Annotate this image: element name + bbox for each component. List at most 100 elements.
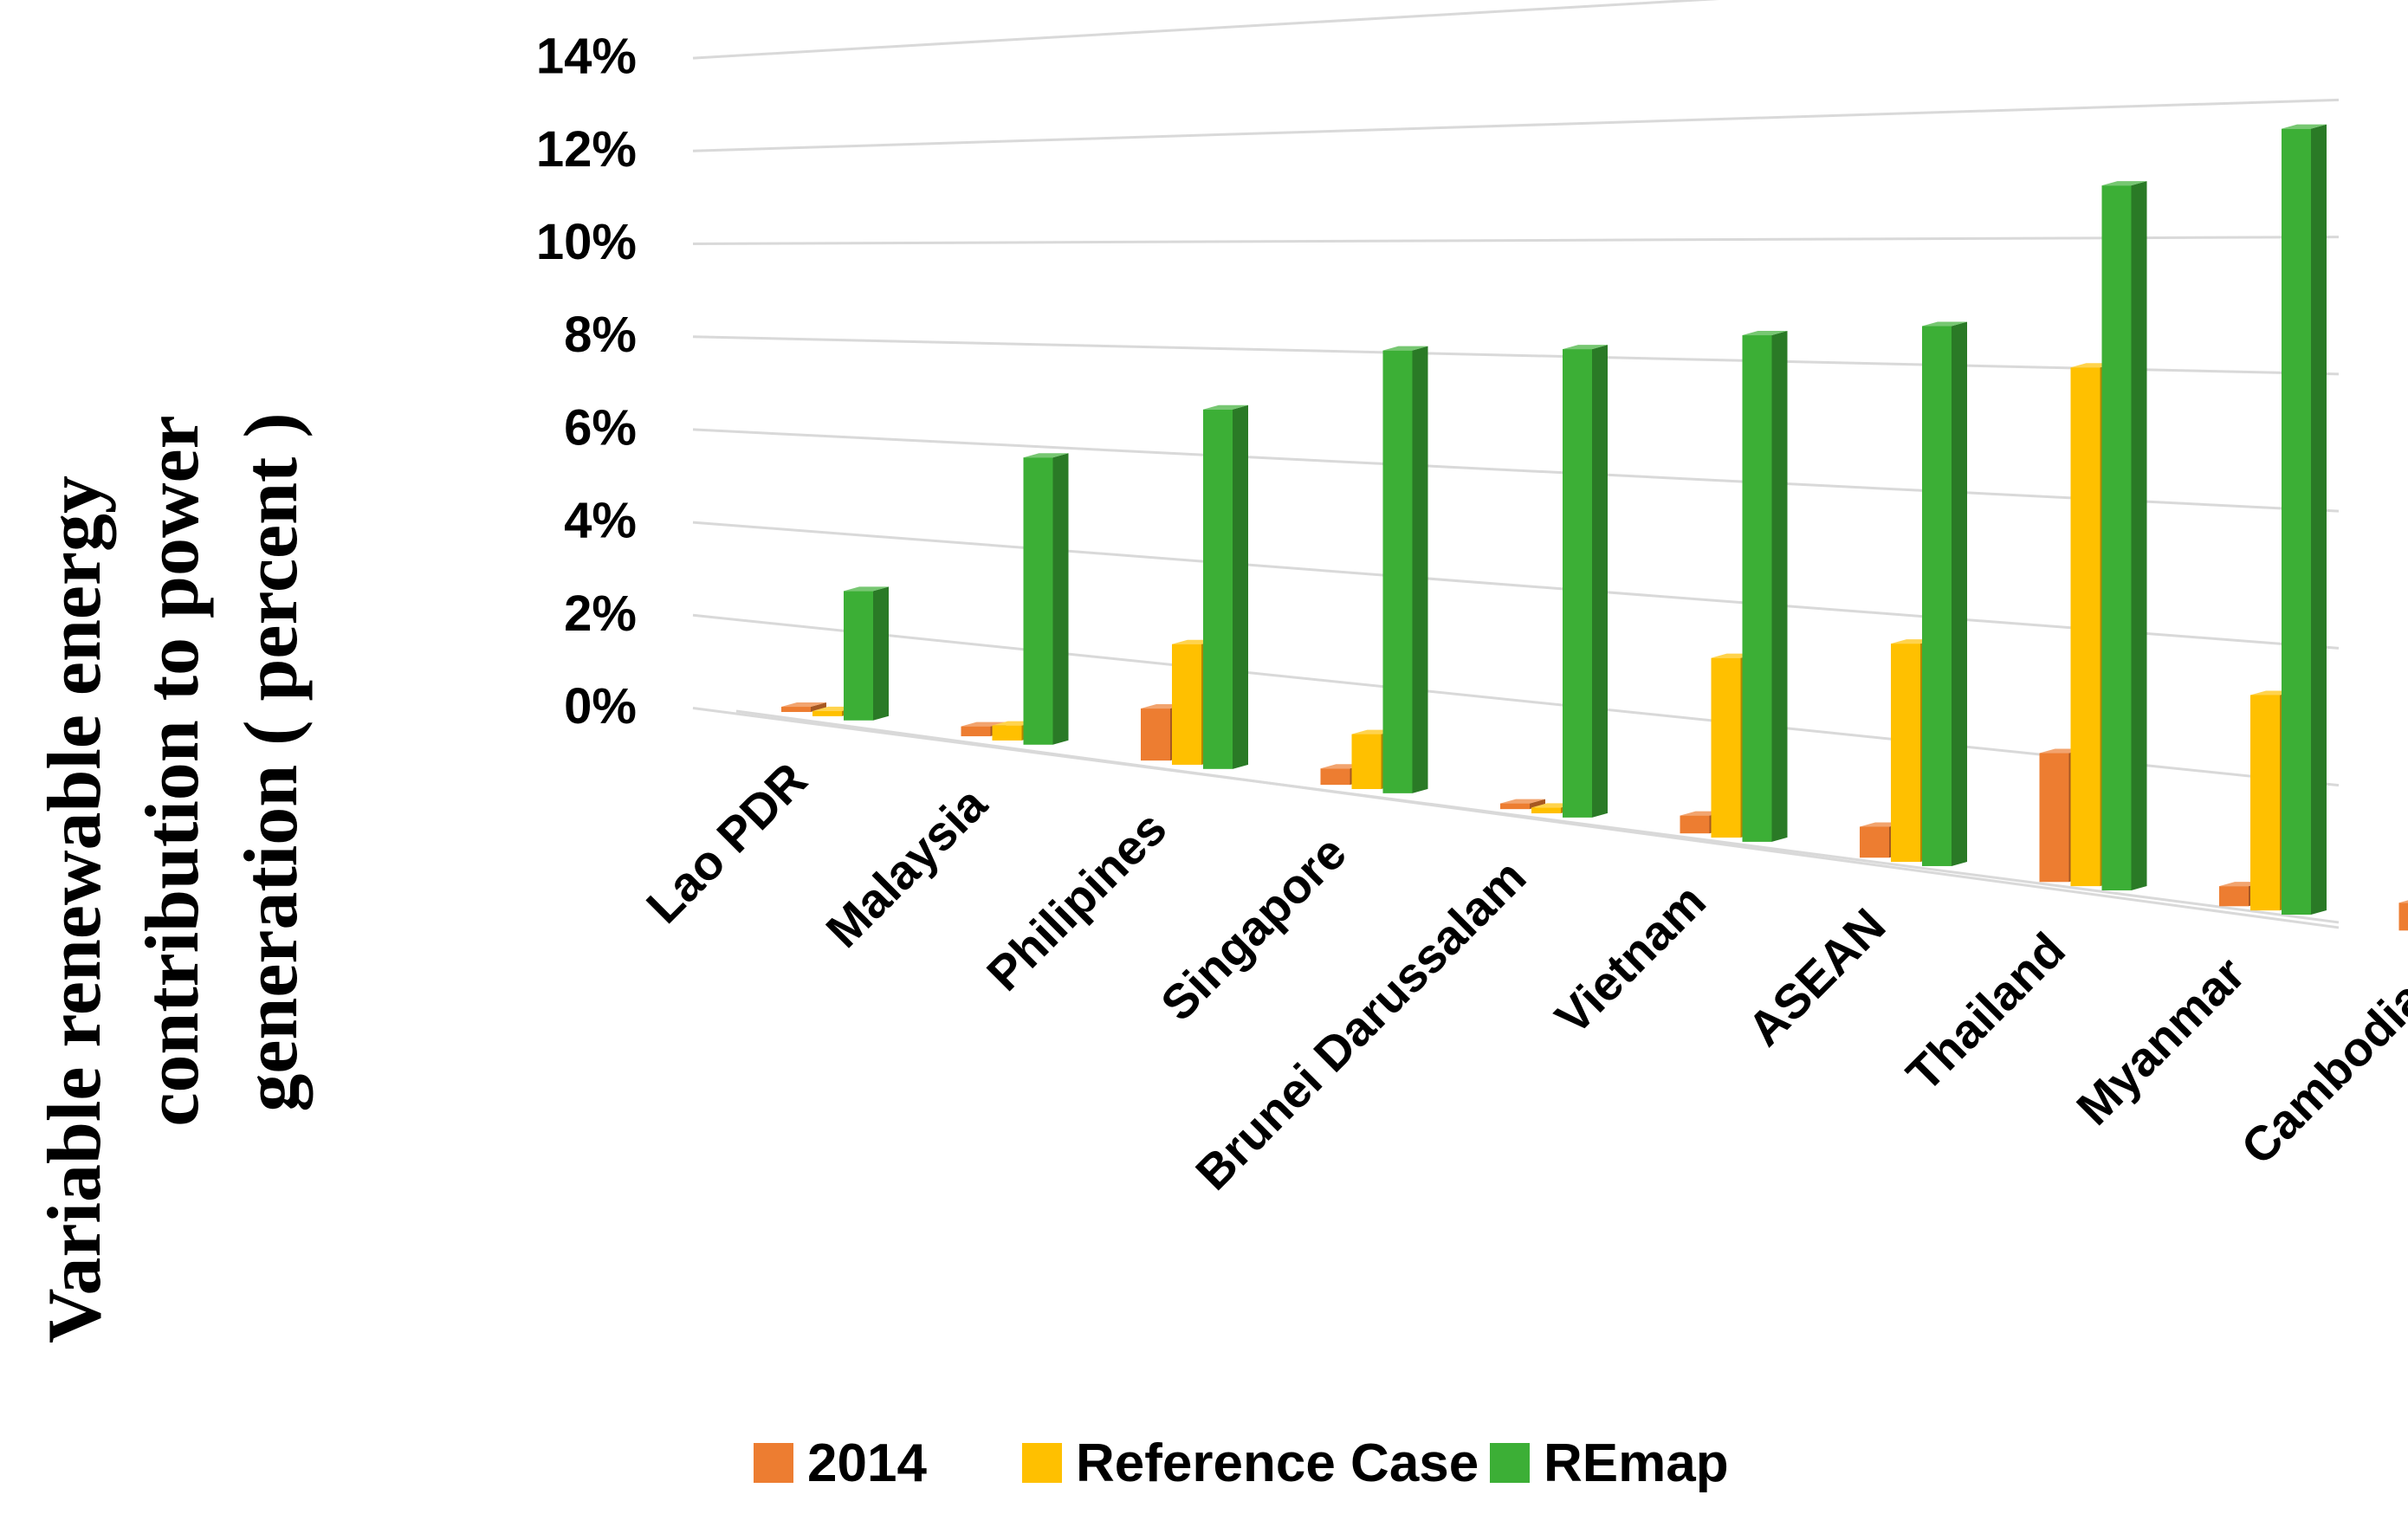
- bar-front: [1563, 349, 1592, 818]
- bar-front: [844, 591, 873, 721]
- bars: [781, 124, 2408, 931]
- category-group-0: [781, 586, 889, 721]
- y-tick-label-5: 10%: [536, 214, 637, 270]
- legend-swatch: [1022, 1443, 1062, 1483]
- legend-label: Reference Case: [1076, 1433, 1479, 1493]
- bar-side: [1771, 331, 1788, 842]
- x-label-singapore: Singapore: [1150, 825, 1356, 1031]
- bar-front: [1891, 644, 1920, 863]
- category-group-9: [2398, 900, 2408, 931]
- bar-front: [961, 726, 991, 737]
- bar-front: [781, 707, 811, 713]
- bar-top: [1922, 321, 1967, 327]
- bar-side: [2311, 124, 2327, 916]
- y-tick-label-1: 2%: [564, 586, 637, 642]
- x-label-malaysia: Malaysia: [815, 776, 997, 958]
- legend-label: REmap: [1544, 1433, 1729, 1493]
- legend-swatch: [1490, 1443, 1530, 1483]
- legend-item-0: 2014: [754, 1433, 927, 1493]
- bar-side: [1233, 404, 1248, 769]
- bar-front: [2101, 185, 2132, 890]
- bar-remap-malaysia: [1023, 453, 1069, 745]
- bar-front: [1531, 807, 1561, 814]
- y-tick-label-2: 4%: [564, 493, 637, 549]
- gridlines: [692, 0, 2340, 929]
- bar-side: [873, 586, 889, 721]
- bar-top: [1023, 453, 1069, 458]
- bar-top: [961, 721, 1007, 727]
- x-label-philipines: Philipines: [976, 800, 1177, 1001]
- bar-top: [844, 586, 889, 592]
- bar-side: [1592, 345, 1608, 818]
- bar-front: [1680, 815, 1710, 834]
- bar-side: [1412, 346, 1428, 793]
- bar-remap-asean: [1922, 321, 1967, 866]
- category-group-3: [1320, 346, 1428, 793]
- bar-side: [811, 702, 826, 713]
- bar-top: [2398, 900, 2408, 903]
- category-group-7: [2039, 181, 2147, 890]
- bar-top: [1742, 331, 1788, 336]
- y-axis-title-group: Variable renewable energy contribution t…: [33, 412, 314, 1343]
- x-label-cambodia: Cambodia: [2230, 970, 2408, 1175]
- x-label-asean: ASEAN: [1737, 897, 1895, 1056]
- bar-front: [1172, 644, 1201, 765]
- x-label-thailand: Thailand: [1896, 922, 2075, 1101]
- y-tick-label-0: 0%: [564, 678, 637, 734]
- x-label-vietnam: Vietnam: [1544, 873, 1716, 1045]
- bar-remap-lao-pdr: [844, 586, 889, 721]
- x-label-brunei-darussalam: Brunei Darussalam: [1185, 849, 1536, 1200]
- category-group-4: [1500, 345, 1608, 818]
- bar-remap-philipines: [1203, 404, 1248, 769]
- bar-front: [1742, 335, 1772, 842]
- bar-side: [1052, 453, 1069, 745]
- category-group-6: [1860, 321, 1967, 866]
- bar-front: [1023, 457, 1053, 745]
- category-group-1: [961, 453, 1069, 745]
- gridline-3: [692, 428, 2340, 513]
- bar-front: [1141, 709, 1170, 761]
- bar-top: [2101, 181, 2147, 186]
- bar-front: [1711, 657, 1741, 838]
- legend-swatch: [754, 1443, 793, 1483]
- bar-2014-cambodia: [2398, 900, 2408, 931]
- bar-side: [1952, 321, 1967, 866]
- y-tick-label-4: 8%: [564, 307, 637, 363]
- y-axis-ticks: 0% 2% 4% 6% 8% 10% 12% 14%: [536, 29, 637, 734]
- bar-front: [1382, 350, 1413, 793]
- y-tick-label-7: 14%: [536, 29, 637, 85]
- x-label-lao-pdr: Lao PDR: [636, 752, 818, 934]
- category-group-2: [1141, 404, 1248, 769]
- y-tick-label-3: 6%: [564, 399, 637, 456]
- bar-front: [2282, 128, 2311, 916]
- bar-front: [2398, 903, 2408, 931]
- gridline-5: [692, 236, 2340, 245]
- gridline-2: [692, 521, 2340, 650]
- legend-item-2: REmap: [1490, 1433, 1729, 1493]
- bar-remap-myanmar: [2282, 124, 2327, 916]
- y-axis-title-line-1: Variable renewable energy: [33, 476, 117, 1343]
- gridline-7: [692, 0, 1720, 60]
- bar-front: [1922, 326, 1952, 866]
- bar-front: [1500, 803, 1530, 810]
- bar-remap-vietnam: [1742, 331, 1788, 842]
- gridline-6: [692, 98, 2340, 152]
- bar-2014-lao-pdr: [781, 702, 826, 713]
- x-label-myanmar: Myanmar: [2066, 946, 2255, 1135]
- bar-remap-thailand: [2101, 181, 2147, 890]
- bar-front: [1860, 826, 1889, 858]
- category-group-5: [1680, 331, 1788, 842]
- bar-remap-brunei-darussalam: [1563, 345, 1608, 818]
- bar-front: [1320, 768, 1350, 786]
- bar-top: [781, 702, 826, 708]
- bar-side: [2131, 181, 2147, 890]
- bar-front: [1351, 734, 1382, 789]
- bar-front: [2250, 695, 2280, 911]
- y-axis-title-line-3: generation ( percent ): [230, 412, 314, 1111]
- category-group-8: [2219, 124, 2327, 916]
- bar-remap-singapore: [1382, 346, 1428, 793]
- bar-front: [2070, 367, 2101, 887]
- bar-top: [1382, 346, 1428, 351]
- bar-front: [1203, 409, 1233, 769]
